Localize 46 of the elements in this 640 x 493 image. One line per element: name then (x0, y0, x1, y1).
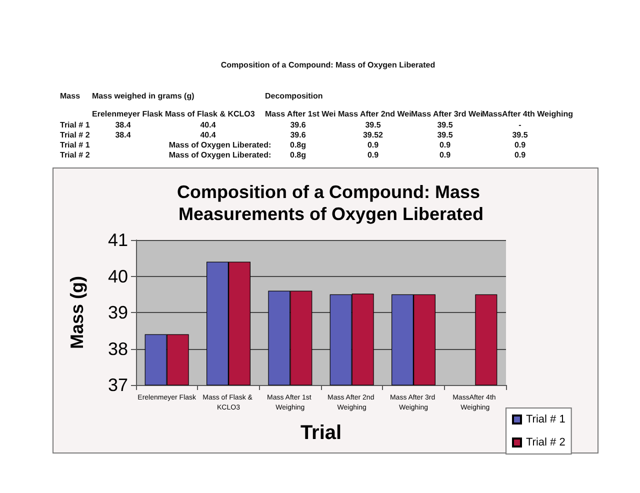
text: 39.5 (437, 120, 454, 130)
text: 0.9 (367, 140, 380, 150)
legend-label: Trial # 1 (526, 414, 566, 426)
text: 0.9 (514, 140, 526, 150)
text: Mass of Flask & KCLO3 (165, 110, 256, 118)
text: 38.4 (115, 130, 132, 140)
legend-label: Trial # 2 (526, 436, 566, 448)
text: 39.5 (512, 130, 528, 140)
y-tick-label: 37 (108, 375, 128, 395)
text: Mass After 3rd Wei (411, 110, 483, 118)
text: 39.52 (362, 130, 384, 140)
text: Trial # 2 (60, 150, 90, 160)
y-axis-title: Mass (g) (67, 276, 87, 350)
text: 40.4 (200, 130, 216, 140)
text: 39.5 (437, 130, 454, 140)
text: Trial # 1 (60, 140, 90, 150)
y-tick-label: 38 (108, 338, 128, 359)
text: Decomposition (265, 92, 323, 100)
y-tick-label: 39 (108, 302, 128, 322)
text: 39.6 (290, 120, 306, 130)
text: - (518, 120, 522, 130)
text: Mass weighed in grams (g) (92, 92, 195, 100)
text: Mass of Oxygen Liberated: (168, 150, 272, 160)
text: 39.6 (290, 130, 306, 140)
text: Mass of Oxygen Liberated: (168, 140, 272, 150)
text: Trial # 1 (60, 120, 90, 130)
text: 0.8g (290, 150, 306, 160)
text: Mass After 2nd Wei (338, 110, 412, 118)
text: 38.4 (115, 120, 132, 130)
text: 0.9 (439, 150, 452, 160)
x-axis-title: Trial (300, 422, 342, 444)
text: 0.9 (514, 150, 526, 160)
text: 39.5 (365, 120, 382, 130)
text: MassAfter 4th Weighing (482, 110, 574, 118)
y-tick-label: 40 (108, 266, 128, 286)
text: 0.9 (367, 150, 380, 160)
text: Mass (60, 92, 81, 100)
chart-title: Composition of a Compound: Mass Measurements of Oxygen Liberated (177, 182, 485, 224)
text: Erelenmeyer Flask (92, 110, 164, 118)
y-tick-label: 41 (108, 230, 128, 250)
text: Trial # 2 (60, 130, 90, 140)
text: Composition of a Compound: Mass of Oxygen Liberated (220, 60, 436, 70)
text: Mass After 1st Wei (265, 110, 336, 118)
text: 0.8g (290, 140, 306, 150)
text: 40.4 (200, 120, 216, 130)
text: 0.9 (439, 140, 452, 150)
